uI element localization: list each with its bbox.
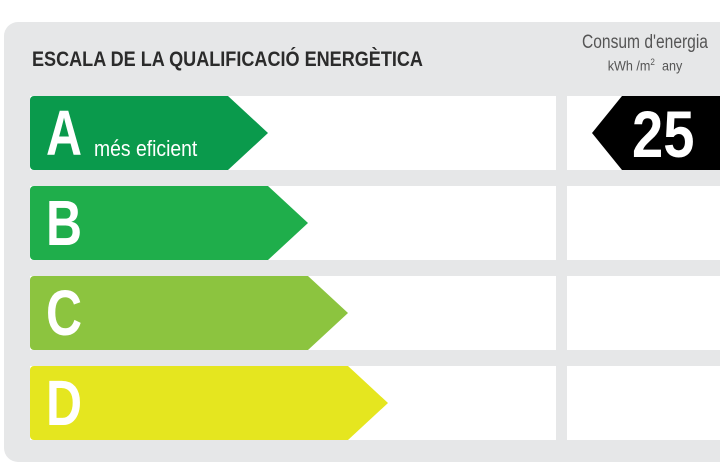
scale-title: ESCALA DE LA QUALIFICACIÓ ENERGÈTICA [32, 48, 423, 72]
rating-letter-c: C [46, 278, 82, 348]
consumption-value: 25 [632, 96, 694, 172]
consumption-label: Consum d'energia [575, 32, 714, 54]
rating-arrow-a: A més eficient [30, 96, 268, 170]
rating-arrow-d: D [30, 366, 388, 440]
value-cell-c [567, 276, 720, 350]
value-cell-d [567, 366, 720, 440]
consumption-header: Consum d'energia kWh /m2 any [560, 32, 720, 74]
rating-arrow-c: C [30, 276, 348, 350]
unit-prefix: kWh /m [608, 58, 651, 74]
rating-letter-b: B [46, 188, 82, 258]
value-cell-b [567, 186, 720, 260]
consumption-unit: kWh /m2 any [569, 57, 720, 74]
rating-letter-a: A [46, 98, 82, 168]
unit-suffix: any [662, 58, 682, 74]
most-efficient-label: més eficient [94, 136, 197, 162]
rating-arrow-b: B [30, 186, 308, 260]
unit-power: 2 [650, 57, 655, 67]
rating-letter-d: D [46, 368, 82, 438]
